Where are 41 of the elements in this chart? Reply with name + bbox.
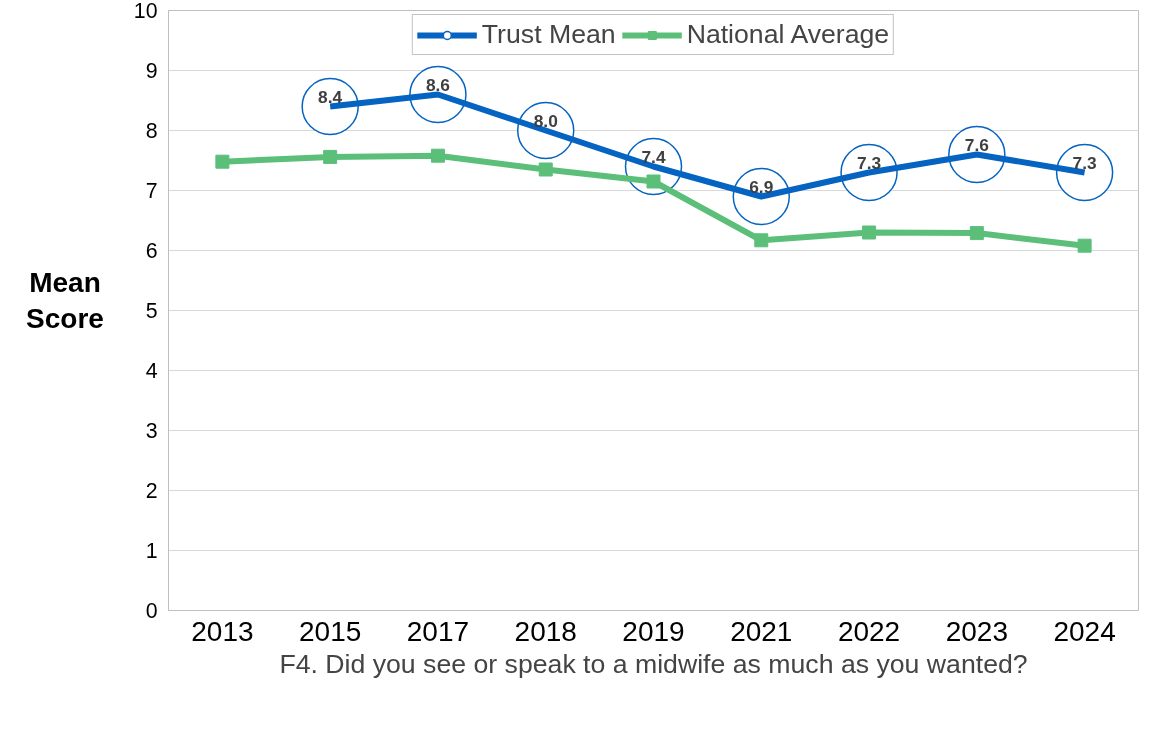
data-label: 8.6 [425,74,451,95]
point [215,154,230,169]
x-tick-label: 2017 [406,615,470,647]
x-axis-title: F4. Did you see or speak to a midwife as much as you wanted? [279,648,1028,679]
point [1077,238,1092,253]
data-label: 7.4 [641,146,666,167]
point [430,148,445,163]
legend-label: Trust Mean [481,19,616,50]
x-tick-label: 2018 [514,615,577,647]
data-label: 7.6 [964,134,990,155]
x-tick-label: 2022 [837,615,901,647]
y-tick-label: 6 [145,239,158,263]
y-tick-label: 5 [145,299,158,323]
data-label: 6.9 [749,176,774,197]
y-tick-label: 9 [145,59,158,83]
y-tick-label: 2 [145,479,158,503]
y-tick-label: 0 [145,599,158,623]
point [754,233,769,248]
y-tick-label: 10 [133,0,158,23]
data-label: 8.0 [533,110,558,131]
point [862,225,877,240]
x-tick-label: 2021 [730,615,793,647]
x-tick-label: 2024 [1053,615,1116,647]
y-tick-label: 1 [145,539,158,563]
point [323,149,338,164]
x-tick-label: 2023 [945,615,1008,647]
legend-label: National Average [686,19,890,50]
x-tick-label: 2015 [299,615,362,647]
point [969,226,984,241]
point [538,162,553,177]
data-label: 8.4 [318,86,343,107]
y-tick-label: 3 [145,419,158,443]
point [646,174,661,189]
x-tick-label: 2013 [191,615,254,647]
y-tick-label: 7 [145,179,158,203]
y-tick-label: 8 [145,119,158,143]
data-label: 7.3 [857,152,882,173]
data-label: 7.3 [1072,152,1098,173]
y-axis-title: Mean Score [26,266,104,337]
x-tick-label: 2019 [622,615,685,647]
y-tick-label: 4 [145,359,158,383]
